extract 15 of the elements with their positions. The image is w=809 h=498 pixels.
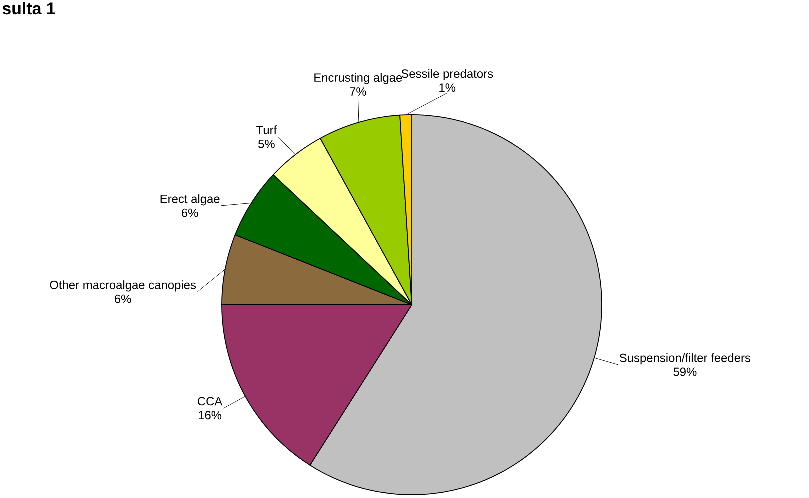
chart-title: sulta 1: [2, 2, 56, 15]
slice-label: Other macroalgae canopies: [50, 280, 196, 292]
slice-label: Erect algae: [160, 194, 220, 206]
data-label: 1%: [440, 84, 456, 92]
slice-label: Encrusting algae: [314, 73, 402, 84]
data-label: 16%: [198, 411, 222, 420]
slice-label: Turf: [256, 126, 278, 134]
slice-label: Suspension/filter feeders: [620, 354, 751, 365]
data-label: 6%: [182, 208, 198, 218]
data-label: 5%: [258, 140, 275, 148]
data-label: 59%: [674, 368, 697, 376]
data-label: 6%: [115, 294, 132, 304]
slice-label: Sessile predators: [402, 69, 494, 80]
slice-label: CCA: [198, 397, 223, 406]
data-label: 7%: [350, 88, 366, 96]
